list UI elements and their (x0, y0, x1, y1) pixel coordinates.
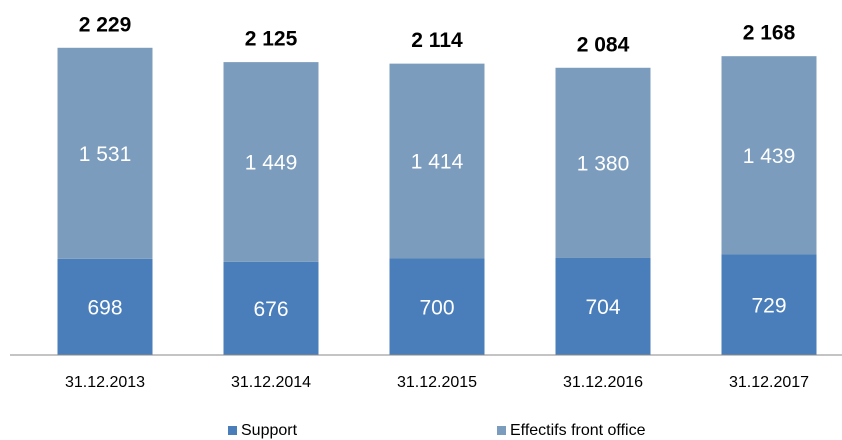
bar-segment (223, 62, 319, 262)
segment-label: 704 (585, 296, 620, 319)
bar-segment (223, 261, 319, 355)
segment-label: 698 (87, 296, 122, 319)
segment-label: 1 531 (79, 143, 132, 166)
legend-swatch (497, 426, 506, 435)
bar-segment (555, 257, 651, 355)
total-label: 2 229 (79, 13, 132, 36)
segment-label: 676 (253, 298, 288, 321)
bar-segment (57, 258, 153, 355)
segment-label: 700 (419, 296, 454, 319)
legend-label: Effectifs front office (510, 422, 646, 439)
total-label: 2 084 (577, 33, 630, 56)
legend-label: Support (241, 422, 298, 439)
segment-label: 1 439 (743, 145, 796, 168)
bar-segment (57, 47, 153, 259)
total-label: 2 125 (245, 28, 298, 51)
segment-label: 1 449 (245, 152, 298, 175)
bar-segment (389, 258, 485, 355)
x-tick-label: 31.12.2015 (397, 374, 477, 391)
bar-segment (721, 254, 817, 355)
x-tick-label: 31.12.2017 (729, 374, 809, 391)
bar-segment (555, 67, 651, 258)
segment-label: 729 (751, 294, 786, 317)
bar-segment (389, 63, 485, 259)
x-tick-label: 31.12.2013 (65, 374, 145, 391)
x-tick-label: 31.12.2016 (563, 374, 643, 391)
total-label: 2 114 (411, 29, 463, 52)
bar-segment (721, 56, 817, 255)
legend-swatch (228, 426, 237, 435)
total-label: 2 168 (743, 22, 796, 45)
segment-label: 1 414 (411, 151, 464, 174)
x-tick-label: 31.12.2014 (231, 374, 311, 391)
segment-label: 1 380 (577, 152, 630, 175)
